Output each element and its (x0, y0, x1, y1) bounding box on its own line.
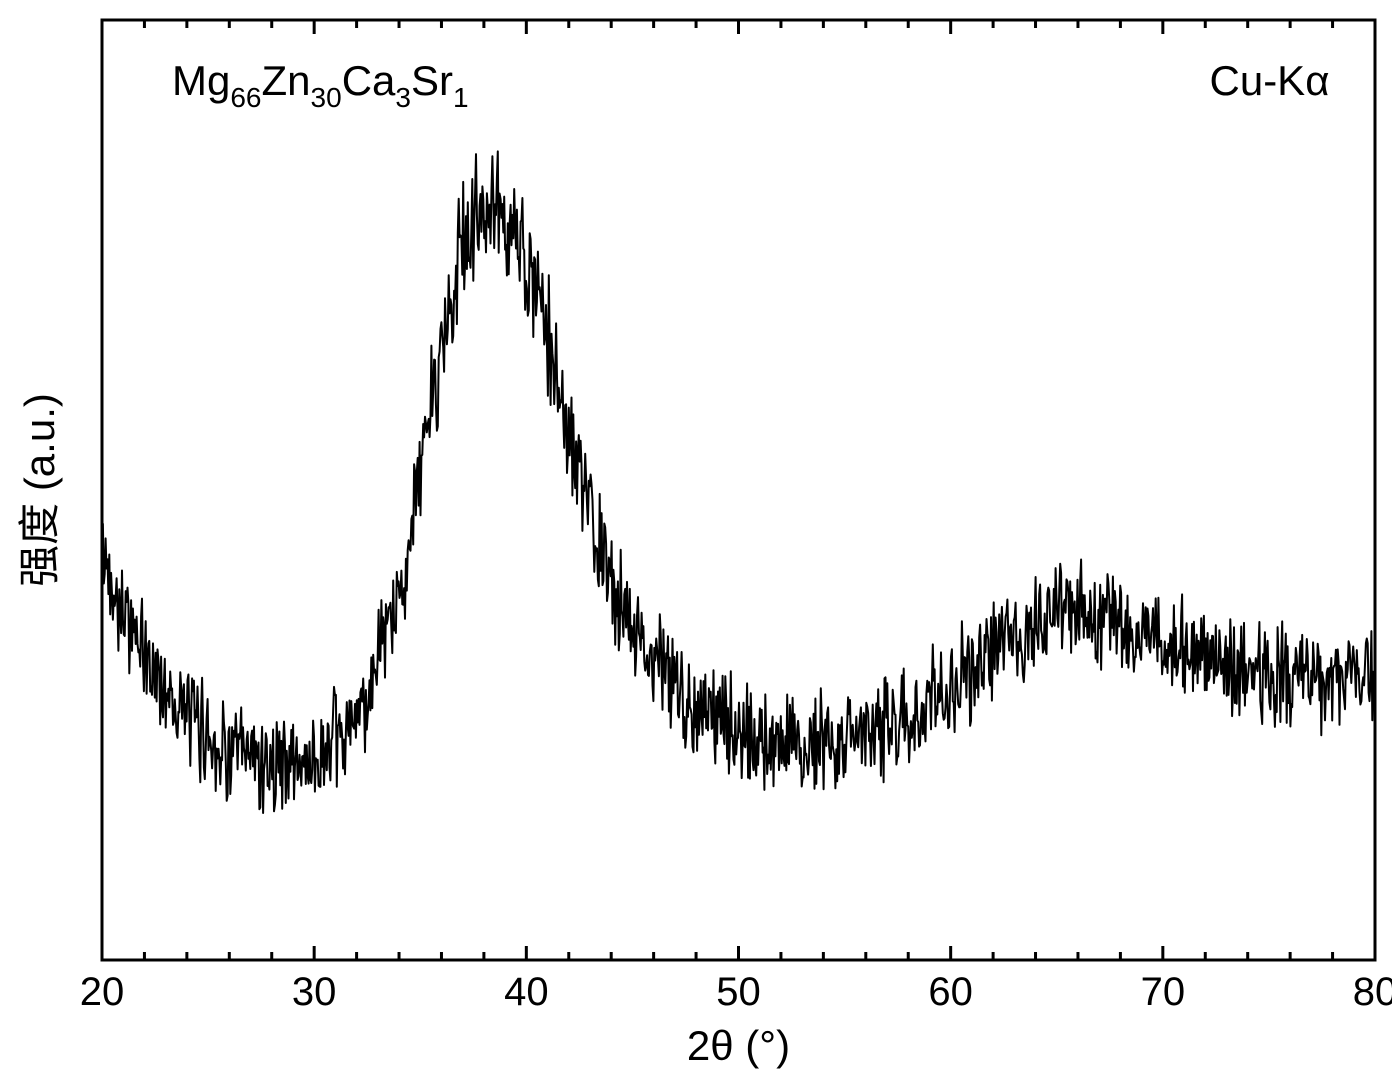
svg-text:80: 80 (1353, 970, 1392, 1014)
svg-text:50: 50 (716, 970, 761, 1014)
chart-svg: 20 30 40 50 60 70 80 2θ (°) 强度 (a.u.) Mg66Zn30Ca3… (0, 0, 1392, 1092)
svg-text:Mg66Zn30Ca3Sr1: Mg66Zn30Ca3Sr1 (172, 57, 469, 113)
svg-text:70: 70 (1141, 970, 1186, 1014)
svg-text:2θ (°): 2θ (°) (687, 1022, 790, 1069)
xrd-chart: 20 30 40 50 60 70 80 2θ (°) 强度 (a.u.) Mg66Zn30Ca3… (0, 0, 1392, 1092)
svg-text:40: 40 (504, 970, 549, 1014)
svg-text:强度 (a.u.): 强度 (a.u.) (16, 393, 63, 587)
svg-text:Cu-Kα: Cu-Kα (1210, 57, 1330, 104)
svg-text:20: 20 (80, 970, 125, 1014)
svg-text:60: 60 (928, 970, 973, 1014)
svg-text:30: 30 (292, 970, 337, 1014)
